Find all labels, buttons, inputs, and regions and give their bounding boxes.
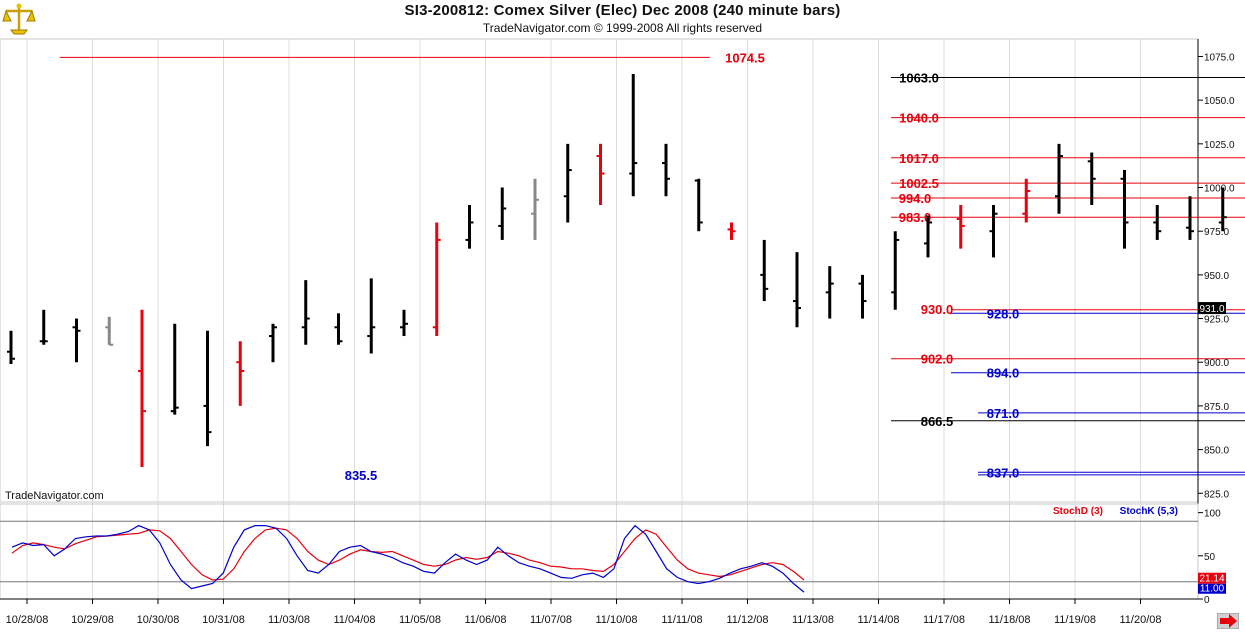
stochd-value: 21.14 (1199, 574, 1224, 585)
date-label: 11/06/08 (464, 614, 506, 626)
stochd-value-box (1198, 572, 1226, 584)
price-tick-label: 1050.0 (1204, 96, 1235, 107)
watermark: TradeNavigator.com (5, 490, 104, 502)
stoch-tick-label: 0 (1204, 595, 1210, 606)
price-tick-label: 875.0 (1204, 402, 1229, 413)
price-tick-label: 900.0 (1204, 358, 1229, 369)
date-label: 11/05/08 (399, 614, 441, 626)
date-label: 11/13/08 (792, 614, 834, 626)
level-label: 1002.5 (899, 176, 939, 191)
date-label: 11/19/08 (1054, 614, 1096, 626)
level-label: 1063.0 (899, 70, 939, 85)
price-tick-label: 975.0 (1204, 227, 1229, 238)
stoch-axis-ticks: 100 50 0 (1198, 509, 1221, 606)
date-label: 10/31/08 (202, 614, 245, 626)
stochk-value: 11.00 (1200, 584, 1225, 595)
price-panel-frame (0, 38, 1199, 503)
price-bars (7, 73, 1227, 468)
date-label: 11/12/08 (726, 614, 768, 626)
date-label: 10/30/08 (137, 614, 180, 626)
chart-title: SI3-200812: Comex Silver (Elec) Dec 2008… (404, 2, 841, 19)
level-label: 1040.0 (899, 111, 939, 126)
price-tick-label: 950.0 (1204, 271, 1229, 282)
stoch-lines (11, 524, 805, 593)
date-label: 11/20/08 (1119, 614, 1161, 626)
price-tick-label: 825.0 (1204, 489, 1229, 500)
stochd-legend: StochD (3) (1053, 506, 1103, 517)
red-right-arrow-icon[interactable] (1216, 612, 1240, 630)
level-label: 994.0 (899, 191, 932, 206)
date-label: 11/04/08 (333, 614, 375, 626)
date-label: 11/17/08 (923, 614, 965, 626)
level-label: 1074.5 (725, 50, 765, 65)
last-price-box (1198, 302, 1226, 315)
price-tick-label: 850.0 (1204, 446, 1229, 457)
date-label: 10/28/08 (6, 614, 49, 626)
level-label: 835.5 (345, 468, 378, 483)
level-label: 866.5 (921, 414, 954, 429)
level-label: 983.0 (899, 210, 932, 225)
level-label: 1017.0 (899, 151, 939, 166)
stoch-tick-label: 50 (1204, 552, 1216, 563)
stochk-legend: StochK (5,3) (1120, 506, 1178, 517)
vertical-gridlines (26, 39, 1141, 599)
date-label: 11/10/08 (595, 614, 637, 626)
level-label: 902.0 (921, 352, 954, 367)
date-axis-labels: 10/28/08 10/29/08 10/30/08 10/31/08 11/03/08… (6, 599, 1162, 626)
date-label: 11/07/08 (530, 614, 572, 626)
stochk-line (11, 524, 805, 593)
stoch-panel-frame (0, 503, 1199, 600)
last-price-value: 931.0 (1199, 304, 1224, 315)
date-label: 10/29/08 (71, 614, 114, 626)
stoch-reference-lines (0, 520, 1198, 583)
level-label: 928.0 (987, 306, 1020, 321)
price-axis-ticks: 1075.01050.01025.01000.0975.0950.0925.09… (1198, 52, 1235, 500)
price-tick-label: 925.0 (1204, 315, 1229, 326)
price-tick-label: 1075.0 (1204, 52, 1235, 63)
level-label: 930.0 (921, 302, 954, 317)
price-tick-label: 1000.0 (1204, 184, 1235, 195)
level-label: 871.0 (987, 406, 1020, 421)
level-label: 894.0 (987, 366, 1020, 381)
last-price-marker: 931.0 (1198, 302, 1226, 315)
stochd-line (11, 527, 805, 581)
stoch-tick-label: 100 (1204, 509, 1221, 520)
stochk-value-box (1198, 583, 1226, 594)
level-label: 837.0 (987, 465, 1020, 480)
tradenavigator-logo-icon (2, 2, 36, 41)
date-label: 11/18/08 (988, 614, 1030, 626)
date-label: 11/11/08 (661, 614, 702, 626)
date-label: 11/03/08 (268, 614, 310, 626)
date-label: 11/14/08 (857, 614, 899, 626)
chart-subtitle: TradeNavigator.com © 1999-2008 All right… (482, 21, 763, 35)
price-tick-label: 1025.0 (1204, 140, 1235, 151)
